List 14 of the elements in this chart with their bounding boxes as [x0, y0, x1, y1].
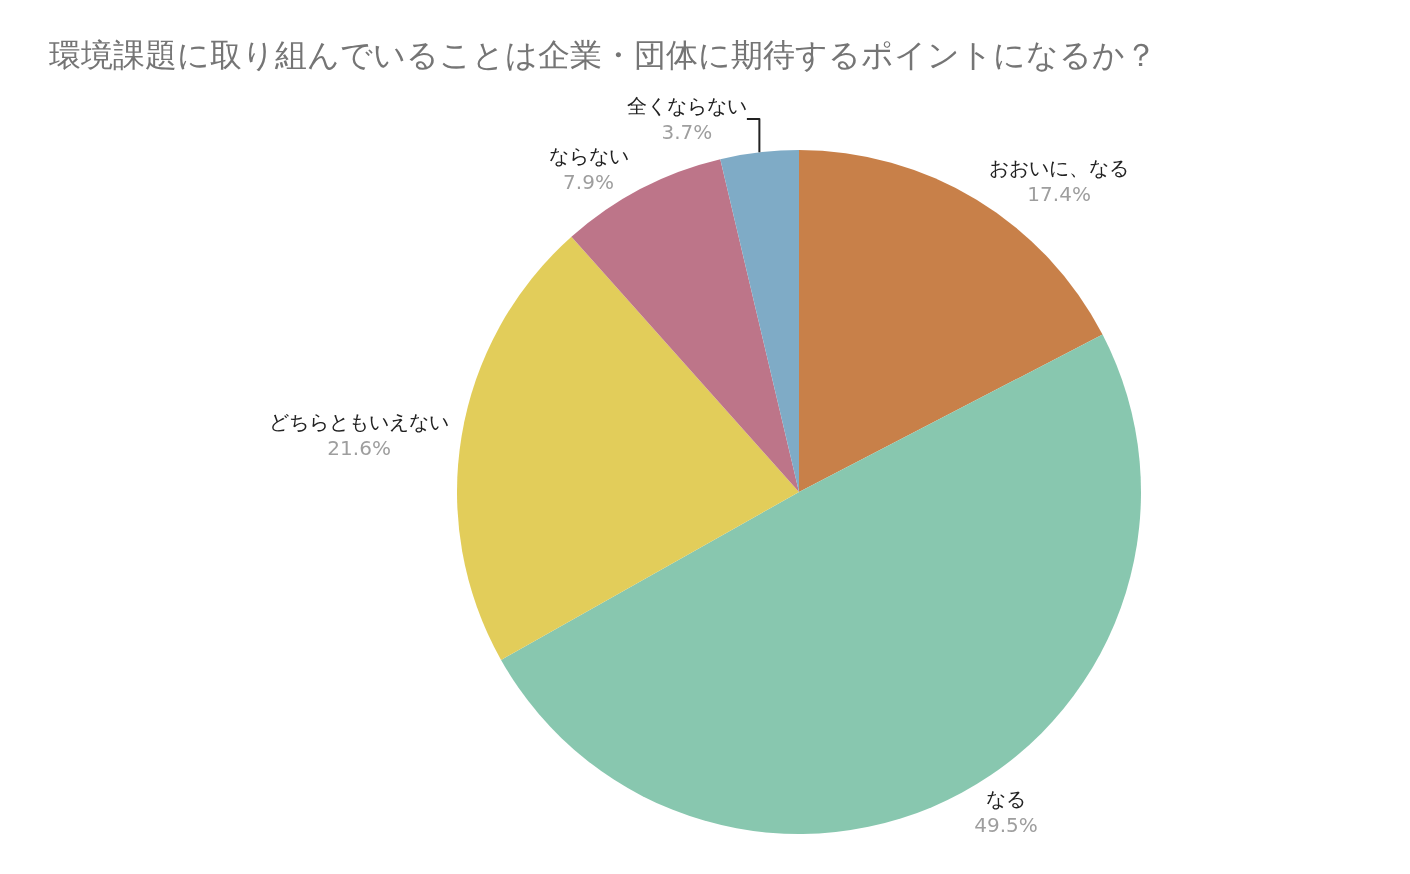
pie-slice — [457, 236, 799, 660]
pie-slice — [720, 150, 799, 492]
chart-title: 環境課題に取り組んでいることは企業・団体に期待するポイントになるか？ — [49, 36, 1158, 75]
pie-slice — [501, 334, 1141, 834]
slice-label: どちらともいえない — [269, 410, 450, 435]
slice-label: ならない — [548, 144, 629, 169]
data-label: 7.9% — [563, 170, 614, 195]
data-label: 49.5% — [974, 813, 1038, 838]
slice-label: なる — [986, 787, 1026, 812]
data-label: 3.7% — [661, 120, 713, 145]
slice-label: 全くならない — [626, 94, 747, 119]
data-label: 21.6% — [327, 436, 391, 461]
data-label: 17.4% — [1027, 182, 1091, 207]
slice-label: おおいに、なる — [989, 156, 1130, 181]
